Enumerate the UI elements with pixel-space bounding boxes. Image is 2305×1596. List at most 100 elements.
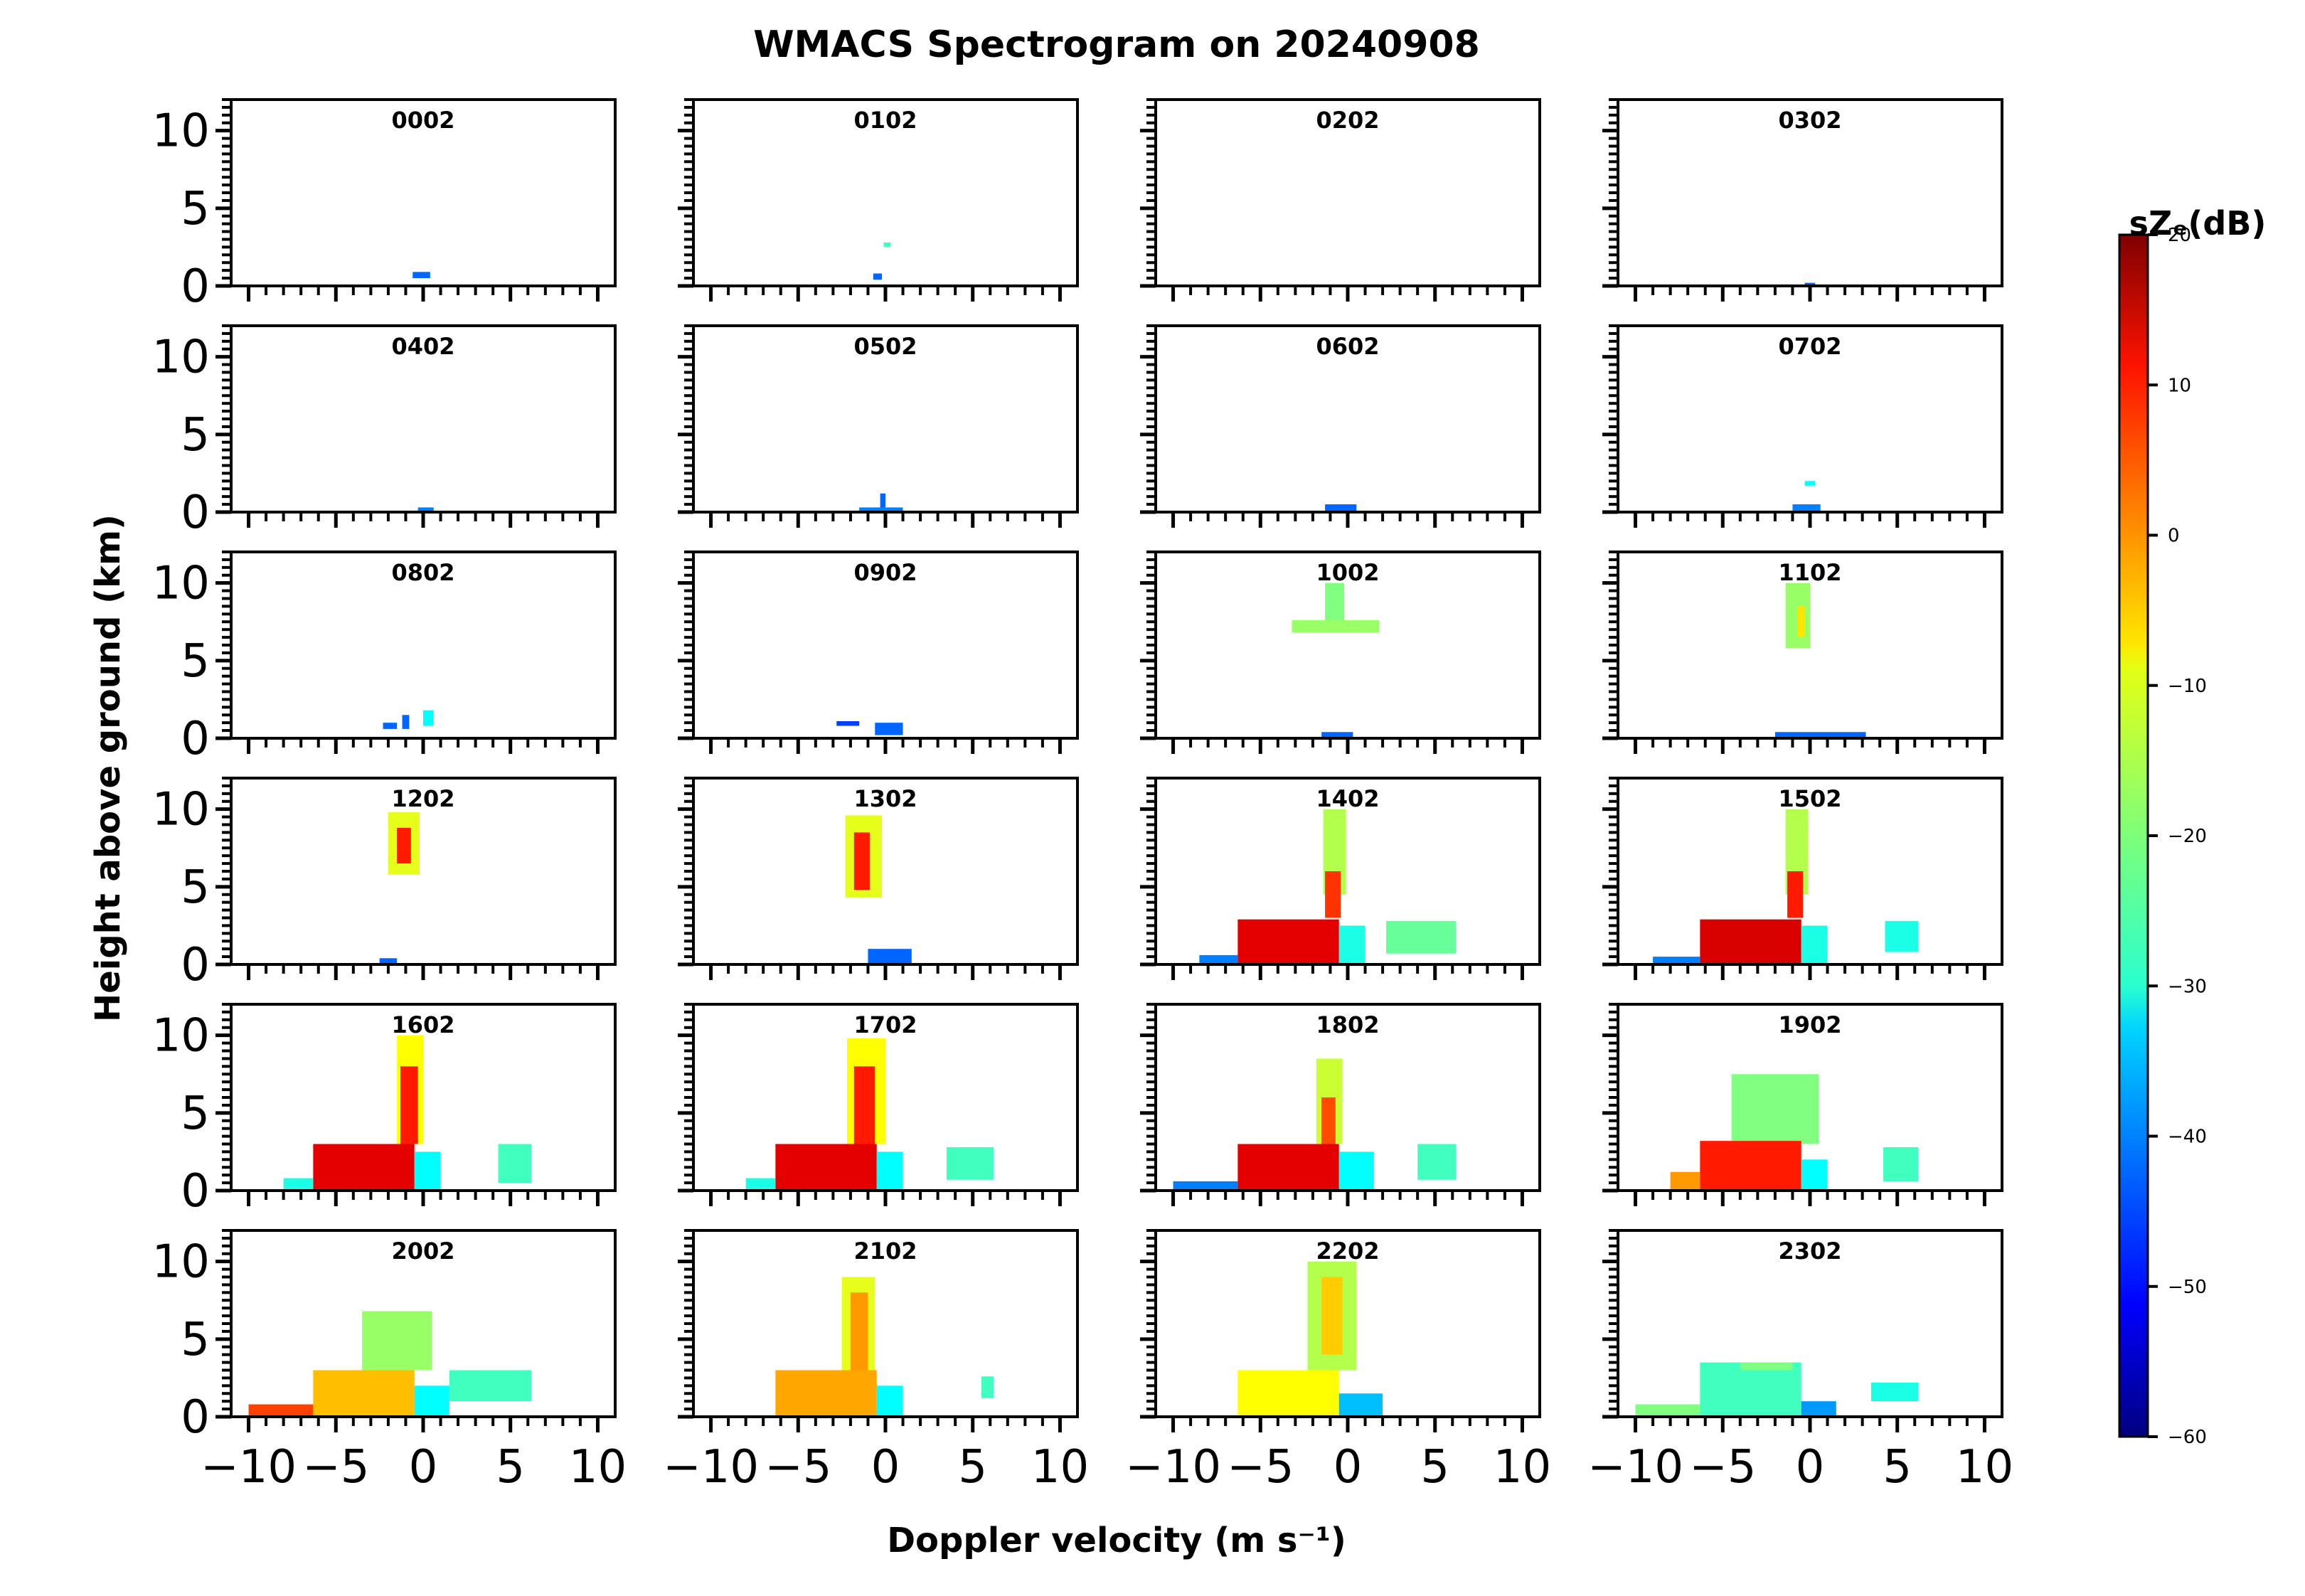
x-tick-label: 5 (958, 1441, 987, 1494)
spectral-blob (1321, 1277, 1343, 1355)
spectral-blob (1740, 1362, 1793, 1371)
spectral-blob (981, 1376, 994, 1398)
spectral-blob (402, 715, 410, 729)
panel-1002: 1002 (1140, 550, 1541, 754)
spectral-blob (449, 1370, 532, 1402)
x-tick-label: 5 (1883, 1441, 1912, 1494)
chart-title: WMACS Spectrogram on 20240908 (753, 23, 1480, 66)
panel-data (1635, 1362, 1919, 1417)
panel-data (383, 710, 434, 729)
x-tick-label: 10 (569, 1441, 627, 1494)
x-tick-label: 5 (1420, 1441, 1449, 1494)
y-tick-label: 10 (152, 558, 210, 610)
x-tick-label: 0 (409, 1441, 438, 1494)
spectral-blob (1173, 1181, 1238, 1191)
y-tick-label: 0 (181, 939, 210, 991)
panel-0002: 0002 0 5 10 (152, 98, 617, 313)
spectral-blob (1292, 620, 1380, 633)
x-tick-label: 0 (1796, 1441, 1825, 1494)
panel-data (1670, 1074, 1919, 1191)
colorbar-tick-label: −10 (2168, 676, 2207, 697)
panel-2002: 2002 0 5 10 −10 −5 0 5 10 (152, 1229, 627, 1494)
spectral-blob (362, 1311, 432, 1371)
panel-data (859, 493, 903, 512)
spectral-blob (775, 1144, 877, 1191)
spectral-blob (1870, 1382, 1919, 1402)
spectral-blob (1883, 1147, 1919, 1181)
panel-data (1774, 582, 1866, 738)
panel-1602: 1602 0 5 10 (152, 1003, 617, 1218)
panel-data (775, 1277, 994, 1417)
colorbar-gradient (2118, 233, 2149, 1438)
spectral-blob (1700, 919, 1801, 964)
colorbar-tick-label: 0 (2168, 526, 2180, 547)
spectral-blob (397, 827, 411, 864)
panel-data (1199, 809, 1457, 964)
panel-data (1173, 1058, 1457, 1191)
panel-1202: 1202 0 5 10 (152, 777, 617, 991)
panel-time-label: 1002 (1316, 559, 1379, 586)
spectral-blob (1700, 1141, 1801, 1191)
spectral-blob (1635, 1404, 1700, 1417)
panel-1402: 1402 (1140, 777, 1541, 980)
panel-2302: 2302 −10 −5 0 5 10 (1587, 1229, 2013, 1494)
panel-time-label: 1302 (853, 785, 917, 812)
spectral-blob (423, 710, 434, 726)
panel-time-label: 1602 (391, 1011, 454, 1038)
spectral-blob (414, 1385, 449, 1417)
colorbar-tick-label: −40 (2168, 1127, 2207, 1148)
y-tick-label: 0 (181, 1165, 210, 1218)
spectral-blob (400, 1066, 418, 1144)
spectral-blob (1774, 732, 1866, 738)
panel-0102: 0102 (678, 98, 1079, 302)
colorbar: sZₑ(dB) 20 10 0 −10 −20 −30 −40 −50 −60 (2118, 204, 2267, 1448)
spectral-blob (1885, 920, 1919, 952)
y-tick-label: 5 (181, 183, 210, 235)
spectral-blob (1338, 1151, 1374, 1191)
y-tick-label: 10 (152, 331, 210, 384)
spectral-blob (1653, 957, 1700, 964)
spectral-blob (868, 949, 912, 964)
panel-time-label: 1802 (1316, 1011, 1379, 1038)
spectral-blob (876, 1151, 903, 1191)
y-tick-label: 10 (152, 105, 210, 158)
panel-1102: 1102 (1602, 550, 2003, 754)
spectral-blob (1325, 504, 1357, 512)
spectral-blob (1804, 481, 1816, 486)
x-tick-label: −5 (1689, 1441, 1756, 1494)
panel-time-label: 1502 (1778, 785, 1841, 812)
panel-time-label: 1102 (1778, 559, 1841, 586)
spectral-blob (853, 832, 870, 890)
colorbar-ticks: 20 10 0 −10 −20 −30 −40 −50 −60 (2148, 225, 2207, 1448)
y-tick-label: 10 (152, 784, 210, 836)
x-axis-label: Doppler velocity (m s⁻¹) (887, 1521, 1346, 1560)
spectral-blob (1325, 871, 1341, 918)
colorbar-label: sZₑ(dB) (2129, 204, 2267, 243)
spectral-blob (1731, 1074, 1819, 1144)
panel-0502: 0502 (678, 324, 1079, 528)
spectral-blob (1386, 920, 1457, 954)
panel-time-label: 1402 (1316, 785, 1379, 812)
panel-time-label: 2102 (853, 1238, 917, 1265)
colorbar-tick-label: −50 (2168, 1277, 2207, 1298)
spectral-blob (946, 1147, 994, 1180)
panel-data (1325, 504, 1357, 512)
panel-time-label: 1702 (853, 1011, 917, 1038)
panel-0302: 0302 (1602, 98, 2003, 302)
spectral-blob (1237, 919, 1339, 964)
colorbar-tick-label: −20 (2168, 826, 2207, 847)
y-tick-label: 0 (181, 713, 210, 765)
panel-data (417, 507, 434, 512)
spectral-blob (1338, 1393, 1383, 1417)
spectral-blob (859, 507, 903, 512)
y-tick-label: 0 (181, 486, 210, 539)
spectral-blob (1417, 1144, 1457, 1180)
spectral-blob (1804, 282, 1816, 286)
x-tick-label: −10 (663, 1441, 759, 1494)
panel-1502: 1502 (1602, 777, 2003, 980)
colorbar-tick-label: 20 (2168, 225, 2191, 246)
spectral-blob (1321, 1097, 1336, 1144)
spectral-blob (873, 273, 883, 280)
y-tick-label: 10 (152, 1010, 210, 1063)
spectral-blob (1199, 954, 1238, 964)
